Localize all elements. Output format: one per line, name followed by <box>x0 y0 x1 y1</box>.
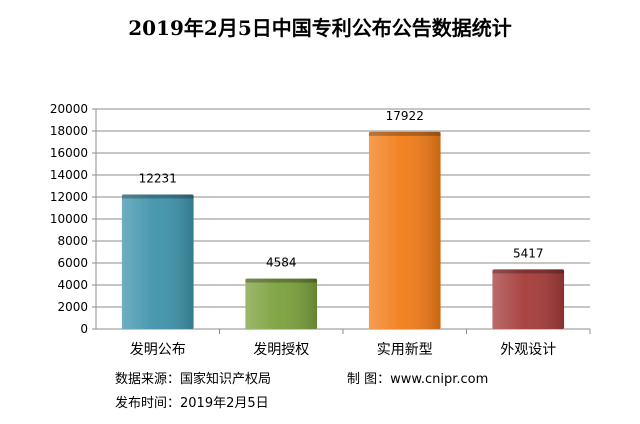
x-tick-label: 外观设计 <box>500 342 556 358</box>
bars <box>122 132 564 329</box>
data-label: 4584 <box>266 256 297 270</box>
x-tick-label: 发明授权 <box>253 342 309 358</box>
bar-top-edge <box>122 194 194 198</box>
y-tick-label: 20000 <box>50 102 88 116</box>
data-label: 5417 <box>513 246 544 260</box>
data-label: 12231 <box>139 171 177 185</box>
x-tick-label: 实用新型 <box>377 342 433 358</box>
bar-top-edge <box>245 279 317 283</box>
bar-top-edge <box>492 269 564 273</box>
y-tick-label: 2000 <box>57 300 88 314</box>
y-tick-label: 0 <box>80 322 88 336</box>
bar-shading <box>122 194 194 329</box>
y-tick-label: 12000 <box>50 190 88 204</box>
data-source-note: 数据来源：国家知识产权局 <box>115 368 271 387</box>
y-tick-label: 8000 <box>57 234 88 248</box>
y-tick-label: 4000 <box>57 278 88 292</box>
y-tick-label: 6000 <box>57 256 88 270</box>
y-tick-label: 14000 <box>50 168 88 182</box>
chart-maker-note: 制 图：www.cnipr.com <box>347 368 488 387</box>
publish-date-note: 发布时间：2019年2月5日 <box>115 392 269 411</box>
bar-shading <box>369 132 441 329</box>
y-tick-label: 16000 <box>50 146 88 160</box>
data-label: 17922 <box>386 109 424 123</box>
y-tick-label: 10000 <box>50 212 88 226</box>
bar-shading <box>492 269 564 329</box>
y-tick-label: 18000 <box>50 124 88 138</box>
bar-top-edge <box>369 132 441 136</box>
x-tick-label: 发明公布 <box>130 342 186 358</box>
bar-shading <box>245 279 317 329</box>
